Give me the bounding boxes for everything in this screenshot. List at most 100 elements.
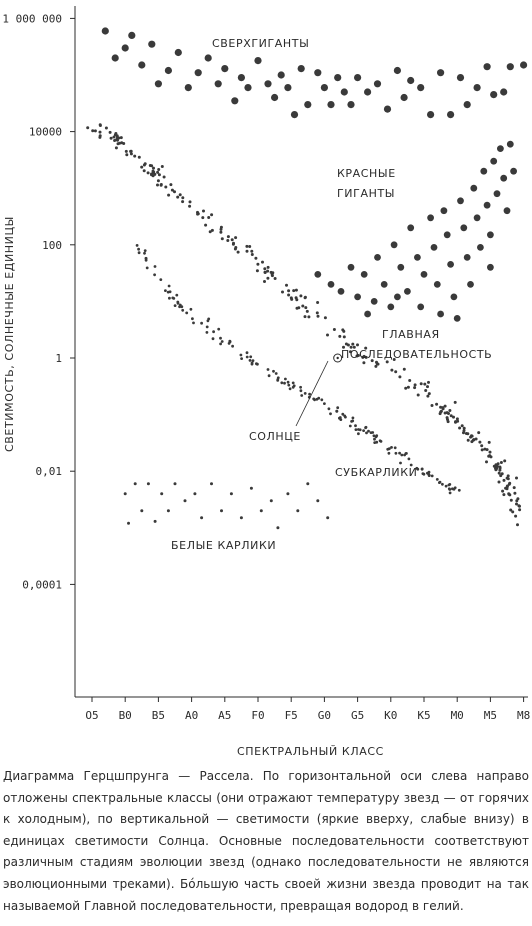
subdwarf-point [435,478,439,481]
subdwarf-point [398,451,401,455]
supergiant-point [254,57,262,65]
main-sequence-point [518,508,522,512]
main-sequence-point [292,289,296,293]
main-sequence-point [392,358,396,361]
main-sequence-point [498,465,502,469]
main-sequence-point [349,345,353,349]
main-sequence-point [234,246,238,249]
supergiant-point [327,101,335,109]
white-dwarf-point [160,492,164,496]
main-sequence-point [273,277,277,280]
main-sequence-point [470,434,474,438]
hr-diagram: 1 000 000 10000 100 1 0,01 0,0001 O5 B0 B5 A0 A5 F… [2,6,530,758]
main-sequence-point [303,315,307,319]
main-sequence-point [256,262,260,266]
subdwarf-point [245,355,249,359]
red-giant-point [354,293,361,301]
white-dwarf-point [276,526,280,530]
main-sequence-point [458,426,462,430]
subdwarf-point [335,409,339,413]
main-sequence-point [133,154,137,158]
white-dwarf-point [173,482,177,486]
subdwarf-point [267,374,271,378]
main-sequence-point [427,380,430,384]
main-sequence-point [338,334,342,338]
main-sequence-point [261,260,264,264]
red-giant-point [440,207,448,215]
main-sequence-point [234,236,238,240]
x-tick-label: K5 [417,709,430,722]
main-sequence-point [301,304,305,308]
main-sequence-point [142,169,146,173]
main-sequence-point [152,166,155,170]
subdwarf-point [173,304,177,307]
subdwarf-point [200,321,204,325]
supergiant-point [490,91,498,99]
subdwarf-point [444,484,448,488]
red-giant-point [487,263,494,271]
supergiant-point [463,101,471,109]
main-sequence-point [86,126,90,130]
red-giant-point [404,288,411,295]
subdwarf-point [249,355,253,359]
white-dwarf-point [249,486,253,490]
main-sequence-point [156,179,160,183]
main-sequence-point [316,314,320,318]
main-sequence-point [352,345,356,349]
main-sequence-point [466,432,470,436]
main-sequence-point [316,301,320,304]
main-sequence-point [349,350,352,354]
subdwarf-point [354,424,357,428]
white-dwarf-point [193,492,197,496]
red-giant-point [374,254,381,261]
main-sequence-point [115,137,119,141]
white-dwarf-point [296,509,300,513]
subdwarf-point [430,474,434,478]
main-sequence-point [122,142,126,145]
white-dwarf-point [127,521,130,525]
subdwarf-point [178,303,182,307]
subdwarf-point [207,317,211,321]
red-giant-point [427,214,434,222]
subdwarf-point [288,387,292,391]
subdwarf-point [250,362,254,366]
supergiant-point [393,66,401,75]
supergiant-point [231,97,239,105]
main-sequence-point [511,510,515,514]
subdwarf-point [409,463,413,467]
red-giant-point [314,271,322,278]
supergiant-point [264,80,272,88]
subdwarf-point [303,392,307,395]
main-sequence-point [443,404,447,408]
white-dwarf-point [326,516,330,520]
main-sequence-point [125,153,129,157]
x-tick-label: F5 [285,709,298,722]
main-sequence-point [181,200,185,204]
main-sequence-point [439,409,443,413]
main-sequence-point [426,385,429,389]
white-dwarf-point [306,482,310,486]
subdwarf-point [137,251,141,255]
red-giant-point [463,254,471,261]
subdwarf-point [415,466,419,470]
red-giant-point [460,224,468,232]
region-label-red-giants-line1: КРАСНЫЕ [337,167,396,180]
white-dwarf-point [239,516,243,520]
main-sequence-point [441,406,445,410]
white-dwarf-point [200,516,204,520]
subdwarf-point [240,357,244,360]
main-sequence-point [404,386,408,390]
supergiant-point [500,88,508,96]
main-sequence-point [202,209,205,213]
main-sequence-point [254,256,258,260]
subdwarf-point [451,487,454,491]
main-sequence-point [137,155,141,159]
main-sequence-point [506,477,510,481]
y-tick-label: 100 [42,239,62,252]
supergiant-point [290,111,299,119]
subdwarf-point [350,420,353,423]
subdwarf-point [172,297,176,300]
subdwarf-point [457,488,461,492]
main-sequence-point [156,183,159,187]
main-sequence-point [362,361,366,365]
